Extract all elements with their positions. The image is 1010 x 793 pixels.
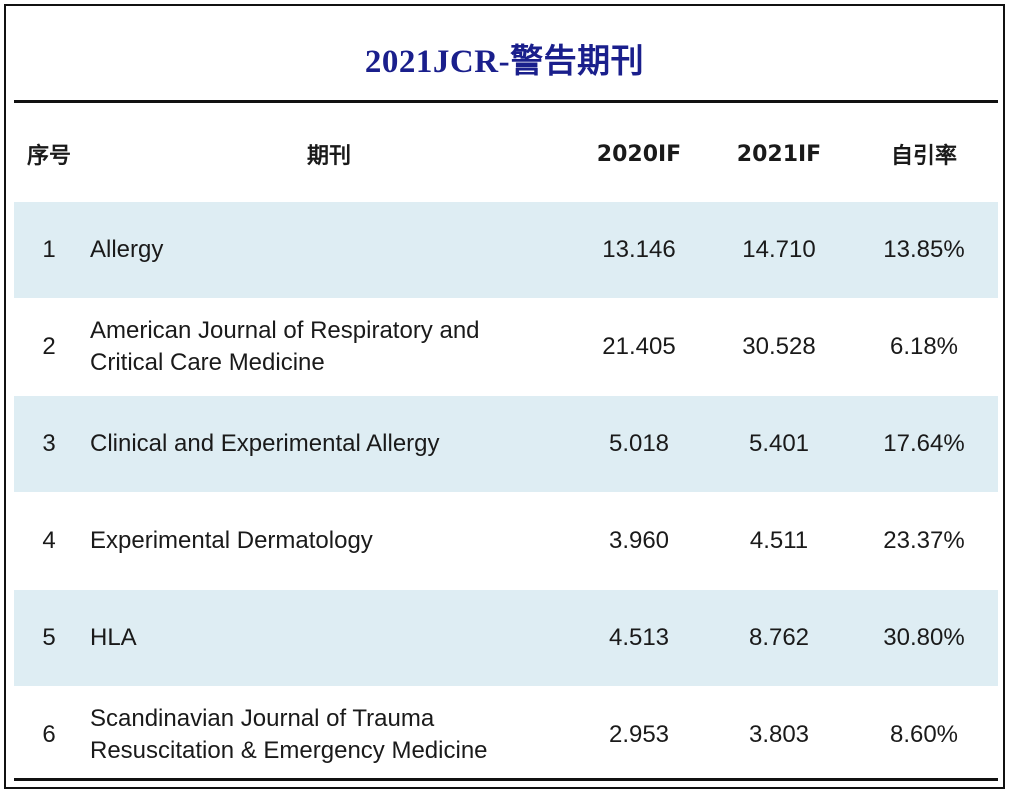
row-index: 4 — [42, 527, 56, 554]
header-index: 序号 — [26, 144, 71, 169]
row-index: 1 — [42, 236, 56, 263]
row-journal: Allergy — [90, 236, 164, 263]
table-row: 4 Experimental Dermatology 3.960 4.511 23.37… — [14, 493, 998, 589]
row-journal: Scandinavian Journal of Trauma Resuscita… — [90, 705, 488, 764]
row-2021-if: 5.401 — [748, 430, 810, 457]
row-self-citation: 17.64% — [883, 430, 965, 457]
table-row: 5 HLA 4.513 8.762 30.80% — [14, 590, 998, 686]
table-row: 3 Clinical and Experimental Allergy 5.018 5… — [14, 396, 998, 492]
row-2021-if: 3.803 — [748, 721, 810, 748]
row-2020-if: 13.146 — [602, 236, 676, 263]
row-2020-if: 5.018 — [608, 430, 670, 457]
table-row: 6 Scandinavian Journal of Trauma Resuscit… — [14, 687, 998, 783]
row-journal: HLA — [90, 624, 137, 651]
row-self-citation: 23.37% — [883, 527, 965, 554]
row-journal: Clinical and Experimental Allergy — [90, 430, 440, 457]
row-journal: American Journal of Respiratory and Crit… — [90, 317, 480, 376]
row-self-citation: 30.80% — [883, 624, 965, 651]
row-2020-if: 21.405 — [602, 333, 676, 360]
row-2021-if: 30.528 — [742, 333, 816, 360]
row-index: 6 — [42, 721, 56, 748]
row-2020-if: 2.953 — [608, 721, 670, 748]
table-title: 2021JCR-警告期刊 — [364, 44, 645, 80]
row-index: 2 — [42, 333, 56, 360]
row-2020-if: 4.513 — [608, 624, 670, 651]
row-journal: Experimental Dermatology — [90, 527, 373, 554]
row-2021-if: 14.710 — [742, 236, 816, 263]
bottom-rule — [14, 778, 998, 781]
table-row: 2 American Journal of Respiratory and Cri… — [14, 299, 998, 395]
header-2021-if: 2021IF — [736, 141, 822, 167]
top-rule — [14, 100, 998, 103]
table-frame: 2021JCR-警告期刊 序号 期刊 2020IF 2021IF 自引率 1 Al… — [4, 4, 1005, 789]
row-self-citation: 13.85% — [883, 236, 965, 263]
row-2021-if: 8.762 — [748, 624, 810, 651]
header-journal: 期刊 — [306, 144, 351, 169]
header-2020-if: 2020IF — [596, 141, 682, 167]
row-2021-if: 4.511 — [749, 527, 809, 554]
header-row: 序号 期刊 2020IF 2021IF 自引率 — [14, 106, 998, 202]
table-row: 1 Allergy 13.146 14.710 13.85% — [14, 202, 998, 298]
header-self-citation: 自引率 — [890, 144, 957, 169]
row-self-citation: 8.60% — [889, 721, 959, 748]
row-index: 3 — [42, 430, 56, 457]
row-index: 5 — [42, 624, 56, 651]
row-self-citation: 6.18% — [889, 333, 959, 360]
row-2020-if: 3.960 — [608, 527, 670, 554]
